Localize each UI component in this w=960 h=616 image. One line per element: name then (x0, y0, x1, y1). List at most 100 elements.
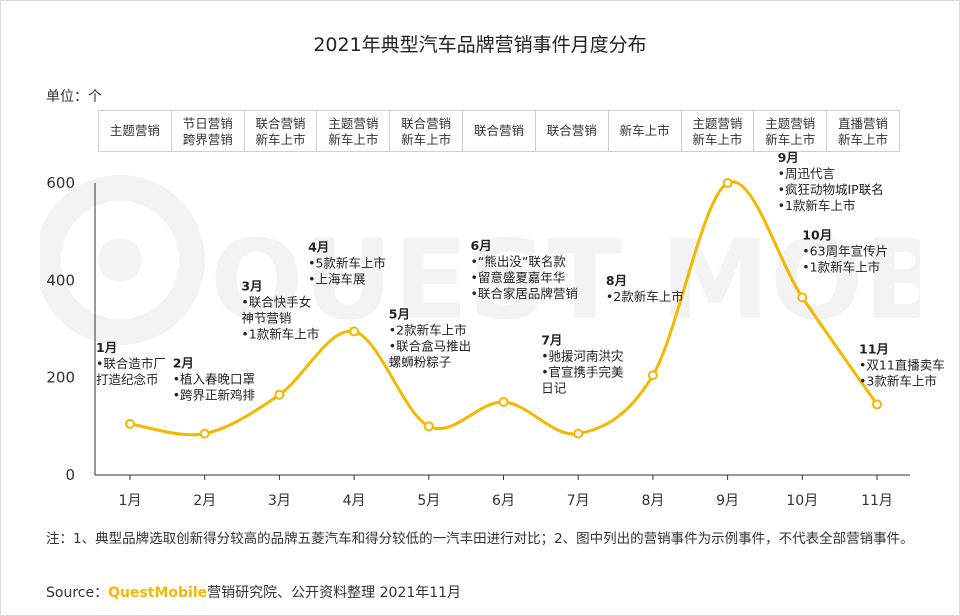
annotation-line: •双11直播卖车 (859, 357, 945, 372)
annotation-month: 8月 (606, 273, 627, 288)
data-point (647, 370, 658, 381)
annotation-line: •“熊出没”联名款 (471, 254, 567, 269)
annotation-line: •2款新车上市 (606, 289, 684, 304)
x-tick-label: 8月 (641, 493, 664, 509)
annotation-line: •上海车展 (308, 271, 365, 286)
data-point (423, 421, 434, 432)
category-label: 新车上市 (619, 123, 670, 138)
event-annotation: 8月•2款新车上市 (606, 273, 684, 304)
category-cell: 主题营销 新车上市 (753, 111, 826, 151)
x-tick-label: 9月 (716, 493, 739, 509)
footnote: 注：1、典型品牌选取创新得分较高的品牌五菱汽车和得分较低的一汽丰田进行对比；2、… (46, 531, 914, 547)
event-annotation: 2月•植入春晚口罩•跨界正新鸡排 (173, 356, 256, 403)
x-tick-label: 11月 (861, 493, 893, 509)
chart-title: 2021年典型汽车品牌营销事件月度分布 (313, 34, 647, 56)
annotation-line: •联合盒马推出 (389, 338, 471, 353)
annotation-line: •63周年宣传片 (802, 243, 888, 258)
category-label: 联合营销 (401, 116, 452, 131)
annotation-month: 3月 (241, 279, 262, 294)
annotation-line: 神节营销 (241, 311, 291, 326)
event-annotation: 9月•周迅代言•疯狂动物城IP联名•1款新车上市 (778, 150, 884, 213)
annotation-line: •留意盛夏嘉年华 (471, 270, 566, 285)
data-point (349, 326, 360, 337)
annotation-line: •驰援河南洪灾 (541, 349, 624, 364)
annotation-line: •1款新车上市 (802, 259, 880, 274)
annotation-month: 2月 (173, 356, 194, 371)
data-point (722, 178, 733, 188)
data-point (872, 399, 882, 410)
category-label: 联合营销 (546, 123, 597, 138)
category-label: 联合营销 (255, 116, 306, 131)
event-annotation: 4月•5款新车上市•上海车展 (308, 239, 386, 286)
data-point (498, 397, 509, 407)
category-cell: 主题营销 (99, 111, 171, 151)
x-tick-label: 2月 (193, 493, 216, 509)
source-line: Source：QuestMobile营销研究院、公开资料整理 2021年11月 (46, 582, 461, 602)
annotation-line: 日记 (541, 381, 567, 396)
annotation-month: 6月 (471, 238, 492, 253)
annotation-line: 打造纪念币 (96, 372, 159, 387)
annotation-line: •联合家居品牌营销 (471, 286, 578, 301)
category-cell: 联合营销 新车上市 (243, 111, 317, 151)
annotation-month: 5月 (389, 306, 410, 321)
event-category-row: 主题营销 节日营销 跨界营销 联合营销 新车上市 主题营销 新车上市 联合营销 新车上市 联合营销… (98, 110, 900, 152)
category-label: 新车上市 (328, 132, 379, 147)
category-label: 新车上市 (255, 132, 306, 147)
y-tick-label: 400 (46, 271, 75, 289)
annotation-line: •1款新车上市 (778, 198, 856, 213)
data-point (573, 428, 584, 439)
category-label: 直播营销 (838, 116, 889, 131)
annotation-month: 11月 (859, 341, 889, 356)
annotation-line: •1款新车上市 (241, 327, 319, 342)
category-label: 主题营销 (109, 123, 160, 138)
event-annotation: 10月•63周年宣传片•1款新车上市 (802, 227, 888, 274)
category-label: 主题营销 (765, 116, 816, 131)
category-label: 主题营销 (692, 116, 743, 131)
category-cell: 节日营销 跨界营销 (170, 111, 244, 151)
annotation-month: 7月 (541, 333, 562, 348)
source-suffix: 营销研究院、公开资料整理 2021年11月 (207, 585, 462, 601)
y-tick-label: 200 (46, 369, 75, 387)
x-tick-label: 10月 (786, 493, 818, 509)
category-cell: 主题营销 新车上市 (316, 111, 389, 151)
annotation-line: •植入春晚口罩 (173, 372, 255, 387)
unit-label: 单位：个 (46, 89, 102, 105)
y-tick-label: 600 (46, 174, 75, 192)
event-annotation: 11月•双11直播卖车•3款新车上市 (859, 341, 945, 388)
x-tick-label: 6月 (492, 493, 515, 509)
category-label: 新车上市 (838, 132, 889, 147)
category-cell: 新车上市 (607, 111, 681, 151)
x-tick-label: 5月 (417, 493, 440, 509)
annotation-month: 1月 (96, 340, 117, 355)
category-cell: 联合营销 (534, 111, 608, 151)
x-tick-label: 1月 (119, 493, 142, 509)
annotation-month: 10月 (802, 227, 832, 242)
annotation-month: 4月 (308, 239, 329, 254)
annotation-line: •3款新车上市 (859, 373, 937, 388)
category-label: 新车上市 (692, 132, 743, 147)
annotation-line: •2款新车上市 (389, 322, 467, 337)
category-cell: 联合营销 新车上市 (389, 111, 462, 151)
annotation-line: •官宣携手完美 (541, 365, 623, 380)
category-cell: 主题营销 新车上市 (680, 111, 754, 151)
category-label: 新车上市 (765, 132, 816, 147)
category-label: 跨界营销 (182, 132, 233, 147)
category-cell: 直播营销 新车上市 (826, 111, 899, 151)
annotation-month: 9月 (778, 150, 799, 165)
y-tick-label: 0 (65, 466, 75, 484)
category-label: 主题营销 (328, 116, 379, 131)
annotation-line: •疯狂动物城IP联名 (778, 182, 884, 197)
annotation-line: 螺蛳粉粽子 (389, 354, 452, 369)
annotation-line: •5款新车上市 (308, 255, 386, 270)
x-tick-label: 3月 (268, 493, 291, 509)
annotation-line: •跨界正新鸡排 (173, 388, 256, 403)
x-tick-label: 4月 (343, 493, 366, 509)
category-cell: 联合营销 (462, 111, 535, 151)
source-brand: QuestMobile (108, 585, 208, 601)
annotation-line: •联合快手女 (241, 295, 311, 310)
